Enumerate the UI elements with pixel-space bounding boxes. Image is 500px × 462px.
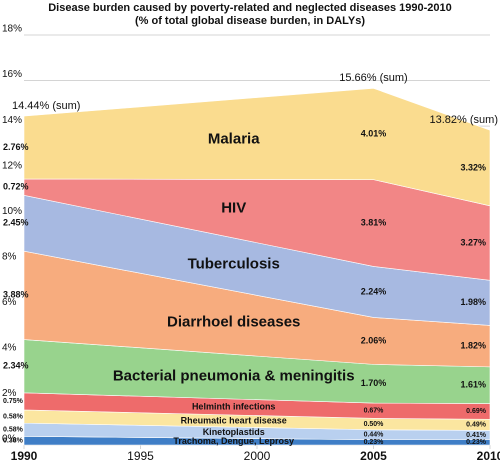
value-label: 0.44% <box>364 432 385 439</box>
series-label: Diarrhoel diseases <box>167 314 300 331</box>
value-label: 3.27% <box>460 237 486 247</box>
y-tick-label: 0% <box>2 434 17 445</box>
value-label: 0.23% <box>364 439 385 446</box>
value-label: 1.98% <box>460 297 486 307</box>
value-label: 2.24% <box>361 286 387 296</box>
x-tick-label: 2005 <box>360 449 387 462</box>
value-label: 0.38% <box>3 438 24 445</box>
value-label: 0.58% <box>3 413 24 420</box>
y-tick-label: 18% <box>2 24 22 35</box>
series-label: Trachoma, Dengue, Leprosy <box>173 436 294 446</box>
x-tick-label: 1990 <box>11 449 38 462</box>
area <box>23 87 491 207</box>
value-label: 0.58% <box>3 427 24 434</box>
series-label: Helminth infections <box>192 401 276 411</box>
series-label: HIV <box>221 200 246 217</box>
series-label: Rheumatic heart disease <box>181 415 287 425</box>
y-tick-label: 16% <box>2 69 22 80</box>
series-label: Kinetoplastids <box>203 427 265 437</box>
value-label: 4.01% <box>361 128 387 138</box>
value-label: 1.82% <box>460 341 486 351</box>
value-label: 1.61% <box>460 380 486 390</box>
value-label: 0.69% <box>466 408 487 415</box>
y-tick-label: 6% <box>2 297 17 308</box>
y-tick-label: 14% <box>2 115 22 126</box>
series-label: Tuberculosis <box>188 255 280 272</box>
y-tick-label: 4% <box>2 343 17 354</box>
value-label: 0.49% <box>466 422 487 429</box>
x-tick-label: 2000 <box>244 449 271 462</box>
y-tick-label: 10% <box>2 206 22 217</box>
value-label: 0.41% <box>466 432 487 439</box>
value-label: 3.81% <box>361 217 387 227</box>
value-label: 0.75% <box>3 398 24 405</box>
value-label: 1.70% <box>361 378 387 388</box>
value-label: 0.23% <box>466 439 487 446</box>
series-label: Bacterial pneumonia & meningitis <box>113 368 355 385</box>
value-label: 3.88% <box>3 290 29 300</box>
chart-subtitle: (% of total global disease burden, in DA… <box>135 15 365 27</box>
total-label: 15.66% (sum) <box>339 72 407 84</box>
value-label: 2.06% <box>361 335 387 345</box>
value-label: 2.45% <box>3 218 29 228</box>
value-label: 0.67% <box>364 408 385 415</box>
total-label: 14.44% (sum) <box>12 100 80 112</box>
chart-title: Disease burden caused by poverty-related… <box>48 2 452 14</box>
value-label: 0.50% <box>364 421 385 428</box>
value-label: 2.76% <box>3 142 29 152</box>
x-tick-label: 2010 <box>477 449 500 462</box>
value-label: 2.34% <box>3 361 29 371</box>
value-label: 0.72% <box>3 182 29 192</box>
y-tick-label: 8% <box>2 251 17 262</box>
total-label: 13.82% (sum) <box>430 114 498 126</box>
y-tick-label: 2% <box>2 388 17 399</box>
value-label: 3.32% <box>460 162 486 172</box>
x-tick-label: 1995 <box>127 449 154 462</box>
series-label: Malaria <box>208 130 260 147</box>
y-tick-label: 12% <box>2 160 22 171</box>
